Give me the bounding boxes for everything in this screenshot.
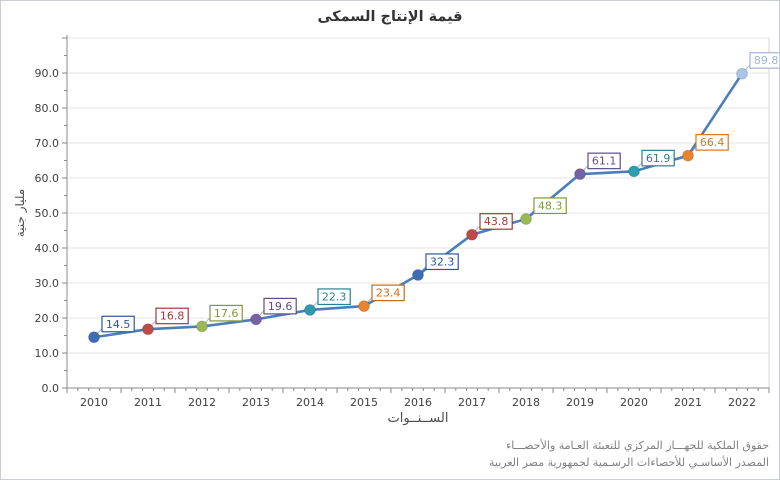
y-tick-label: 10.0	[35, 347, 60, 360]
copyright-line-1: حقوق الملكية للجهـــاز المركزي للتعبئة ا…	[506, 439, 769, 452]
data-label-2021: 66.4	[700, 136, 725, 149]
y-tick-label: 90.0	[35, 67, 60, 80]
x-tick-label: 2021	[674, 396, 702, 409]
data-label-box-2011	[155, 307, 189, 325]
data-label-2018: 48.3	[538, 199, 563, 212]
data-label-2017: 43.8	[484, 215, 509, 228]
data-label-2022: 89.8	[754, 54, 779, 67]
data-label-2013: 19.6	[268, 300, 293, 313]
copyright-line-2: المصدر الأساسـي للأحصاءات الرسـمية لجمهو…	[489, 455, 769, 469]
data-point-2014	[304, 303, 316, 316]
y-tick-label: 70.0	[35, 137, 60, 150]
data-point-2018	[520, 212, 532, 225]
data-label-box-2014	[317, 288, 351, 306]
data-label-box-2010	[101, 315, 135, 333]
x-tick-label: 2014	[296, 396, 324, 409]
data-point-2012	[196, 320, 208, 333]
data-label-2011: 16.8	[160, 310, 185, 323]
data-point-2011	[142, 323, 154, 336]
data-label-box-2019	[587, 152, 621, 170]
x-tick-label: 2016	[404, 396, 432, 409]
data-label-box-2020	[641, 149, 675, 167]
y-tick-label: 60.0	[35, 172, 60, 185]
data-label-2020: 61.9	[646, 152, 671, 165]
data-label-2012: 17.6	[214, 307, 239, 320]
data-point-2010	[88, 331, 100, 344]
chart-title: قيمة الإنتاج السمكى	[317, 9, 463, 25]
copyright-footer: حقوق الملكية للجهـــاز المركزي للتعبئة ا…	[489, 438, 769, 471]
data-point-2013	[250, 313, 262, 326]
y-tick-label: 50.0	[35, 207, 60, 220]
x-tick-label: 2015	[350, 396, 378, 409]
data-label-box-2016	[425, 253, 459, 271]
data-point-2017	[466, 228, 478, 241]
data-label-box-2015	[371, 284, 405, 302]
y-axis-title: مليار جنية	[13, 188, 27, 238]
x-tick-label: 2010	[80, 396, 108, 409]
x-tick-label: 2022	[728, 396, 756, 409]
data-label-box-2013	[263, 297, 297, 315]
data-label-2016: 32.3	[430, 255, 455, 268]
y-tick-label: 80.0	[35, 102, 60, 115]
data-point-2021	[682, 149, 694, 162]
data-point-2015	[358, 300, 370, 313]
data-series-line	[92, 72, 744, 339]
y-tick-label: 20.0	[35, 312, 60, 325]
data-point-2019	[574, 168, 586, 181]
x-tick-label: 2013	[242, 396, 270, 409]
data-label-box-2021	[695, 134, 729, 151]
x-tick-label: 2019	[566, 396, 594, 409]
x-tick-label: 2018	[512, 396, 540, 409]
y-tick-label: 40.0	[35, 242, 60, 255]
x-tick-label: 2011	[134, 396, 162, 409]
x-tick-label: 2012	[188, 396, 216, 409]
data-label-box-2022	[749, 52, 779, 69]
data-label-2010: 14.5	[106, 318, 131, 331]
data-point-2016	[412, 268, 424, 281]
data-label-box-2012	[209, 304, 243, 322]
x-tick-label: 2020	[620, 396, 648, 409]
data-label-box-2017	[479, 213, 513, 230]
data-label-2015: 23.4	[376, 287, 401, 300]
data-point-2020	[628, 165, 640, 178]
data-label-2014: 22.3	[322, 290, 347, 303]
x-tick-label: 2017	[458, 396, 486, 409]
data-label-2019: 61.1	[592, 155, 617, 168]
y-tick-label: 30.0	[35, 277, 60, 290]
x-axis-title: الســنــوات	[387, 411, 449, 426]
data-point-2022	[736, 67, 748, 80]
y-tick-label: 0.0	[42, 382, 60, 395]
data-label-box-2018	[533, 197, 567, 215]
